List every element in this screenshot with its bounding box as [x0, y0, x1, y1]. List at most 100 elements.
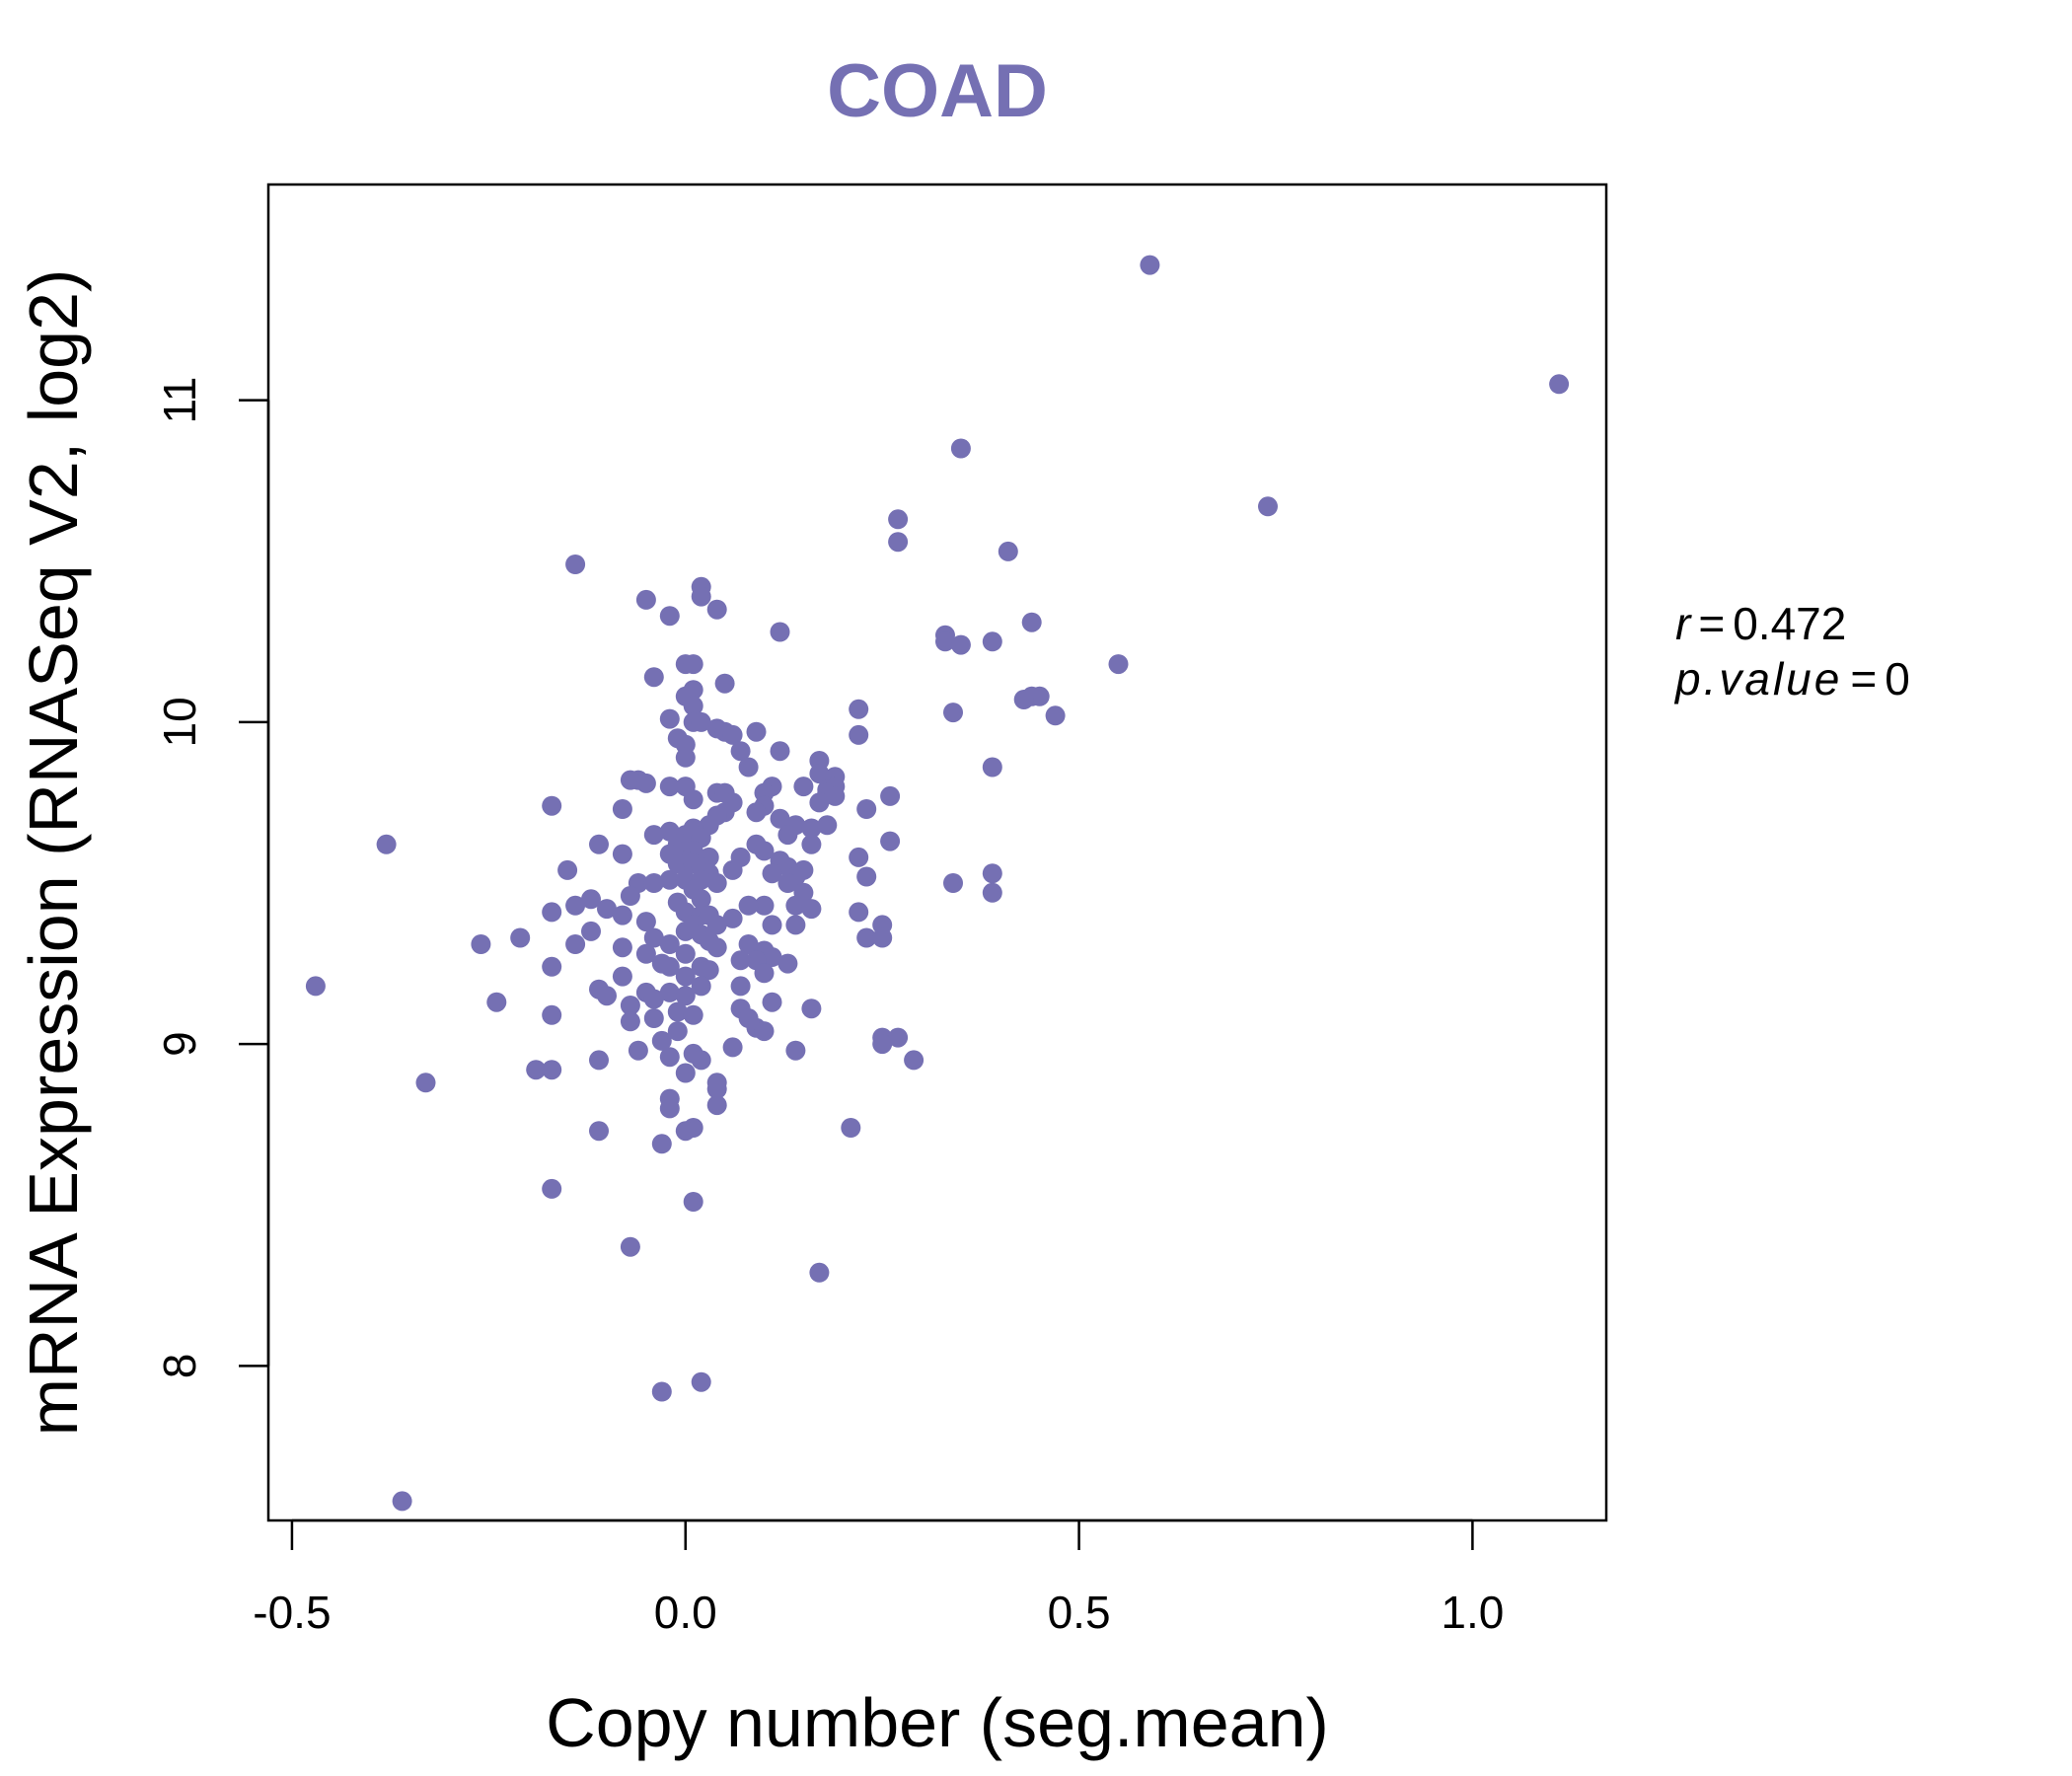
r-label: r — [1675, 598, 1692, 649]
data-point — [597, 986, 617, 1006]
data-point — [809, 764, 830, 784]
data-point — [1029, 686, 1050, 706]
data-point — [888, 509, 909, 530]
data-point — [675, 943, 696, 964]
data-point — [675, 966, 696, 987]
data-point — [415, 1073, 436, 1093]
data-point — [950, 438, 971, 459]
data-point — [510, 927, 531, 948]
data-point — [612, 966, 632, 987]
data-point — [825, 785, 846, 806]
data-point — [659, 956, 680, 977]
data-point — [643, 989, 664, 1009]
data-point — [746, 721, 767, 742]
data-point — [785, 895, 806, 916]
data-point — [809, 1262, 830, 1283]
data-point — [762, 915, 782, 935]
data-point — [770, 741, 790, 762]
data-point — [597, 899, 617, 920]
data-point — [392, 1491, 412, 1512]
x-tick-label: 0.0 — [654, 1587, 717, 1638]
data-point — [706, 915, 727, 935]
data-point — [565, 895, 586, 916]
data-point — [659, 934, 680, 954]
data-point — [581, 889, 601, 910]
data-point — [667, 1021, 688, 1042]
data-point — [888, 1027, 909, 1048]
r-equals: = — [1698, 598, 1725, 649]
data-point — [667, 1001, 688, 1022]
data-point — [1013, 690, 1034, 709]
data-point — [872, 927, 893, 948]
data-point — [612, 799, 632, 819]
data-point — [722, 859, 743, 880]
data-point — [542, 1178, 562, 1199]
data-point — [691, 889, 711, 910]
data-point — [691, 711, 711, 732]
data-point — [801, 999, 822, 1019]
data-point — [982, 631, 1002, 652]
data-point — [880, 831, 901, 851]
data-point — [754, 841, 775, 861]
data-point — [872, 1034, 893, 1055]
data-point — [675, 986, 696, 1006]
x-tick-label: -0.5 — [253, 1587, 331, 1638]
data-point — [722, 908, 743, 928]
data-point — [801, 834, 822, 854]
data-point — [683, 1004, 703, 1025]
data-point — [589, 834, 609, 854]
data-point — [982, 882, 1002, 903]
data-point — [635, 589, 656, 610]
data-point — [675, 921, 696, 941]
data-point — [683, 789, 703, 810]
y-tick-label: 9 — [154, 1031, 205, 1057]
data-point — [628, 1040, 648, 1061]
data-point — [675, 1063, 696, 1083]
data-point — [1108, 654, 1129, 675]
r-statistic: r = 0.472 — [1675, 598, 1846, 649]
data-point — [1045, 705, 1066, 726]
data-point — [738, 757, 759, 777]
p-statistic: p.value = 0 — [1673, 653, 1910, 704]
data-point — [777, 953, 798, 974]
data-point — [935, 631, 955, 652]
data-point — [620, 1011, 640, 1032]
data-point — [471, 934, 491, 954]
data-point — [777, 873, 798, 893]
data-point — [659, 1047, 680, 1068]
r-value: 0.472 — [1733, 598, 1846, 649]
data-point — [1258, 496, 1278, 517]
data-point — [762, 863, 782, 884]
plot-frame — [266, 183, 1608, 1522]
data-point — [754, 963, 775, 984]
x-tick-label: 0.5 — [1048, 1587, 1111, 1638]
data-point — [635, 943, 656, 964]
data-point — [699, 960, 719, 981]
data-point — [643, 873, 664, 893]
data-point — [754, 1021, 775, 1042]
data-point — [651, 1030, 672, 1051]
data-point — [675, 1121, 696, 1142]
data-points — [305, 255, 1570, 1512]
data-point — [950, 634, 971, 655]
data-point — [785, 1040, 806, 1061]
data-point — [542, 902, 562, 923]
x-axis-label: Copy number (seg.mean) — [546, 1684, 1329, 1761]
data-point — [643, 927, 664, 948]
data-point — [1140, 255, 1160, 275]
data-point — [659, 982, 680, 1002]
data-point — [809, 792, 830, 813]
data-point — [691, 586, 711, 607]
data-point — [849, 724, 869, 745]
data-point — [1549, 374, 1570, 395]
data-point — [589, 1050, 609, 1071]
data-point — [738, 934, 759, 954]
data-point — [620, 996, 640, 1015]
data-point — [762, 947, 782, 967]
data-point — [856, 799, 877, 819]
data-point — [706, 1095, 727, 1116]
data-point — [943, 873, 963, 893]
data-point — [817, 815, 838, 836]
data-point — [982, 863, 1002, 884]
